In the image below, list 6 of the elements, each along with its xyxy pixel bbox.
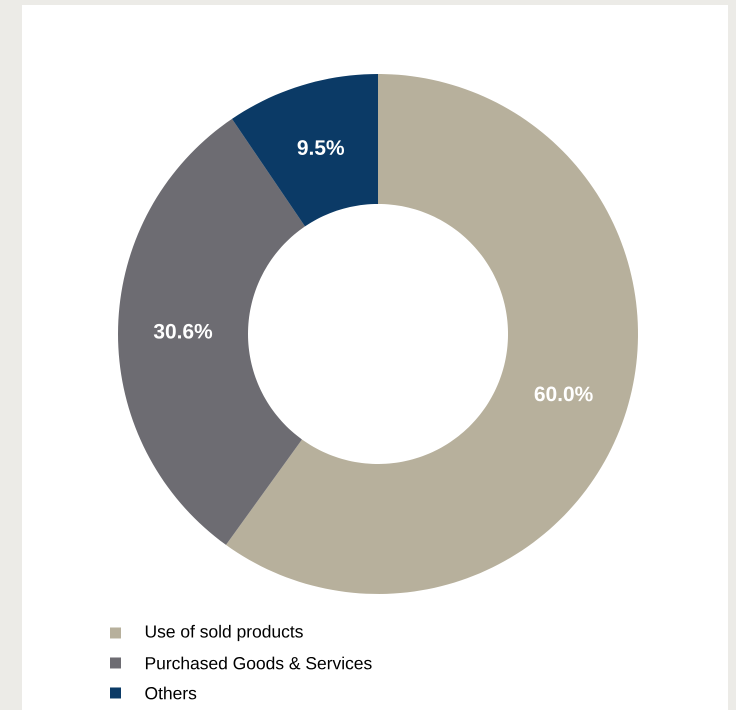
legend-label: Others <box>145 686 196 700</box>
data-label: 60.0% <box>534 386 593 402</box>
data-label: 30.6% <box>154 324 212 339</box>
data-label: 9.5% <box>298 140 344 155</box>
legend-label: Use of sold products <box>146 624 303 642</box>
legend-label: Purchased Goods & Services <box>146 656 372 670</box>
